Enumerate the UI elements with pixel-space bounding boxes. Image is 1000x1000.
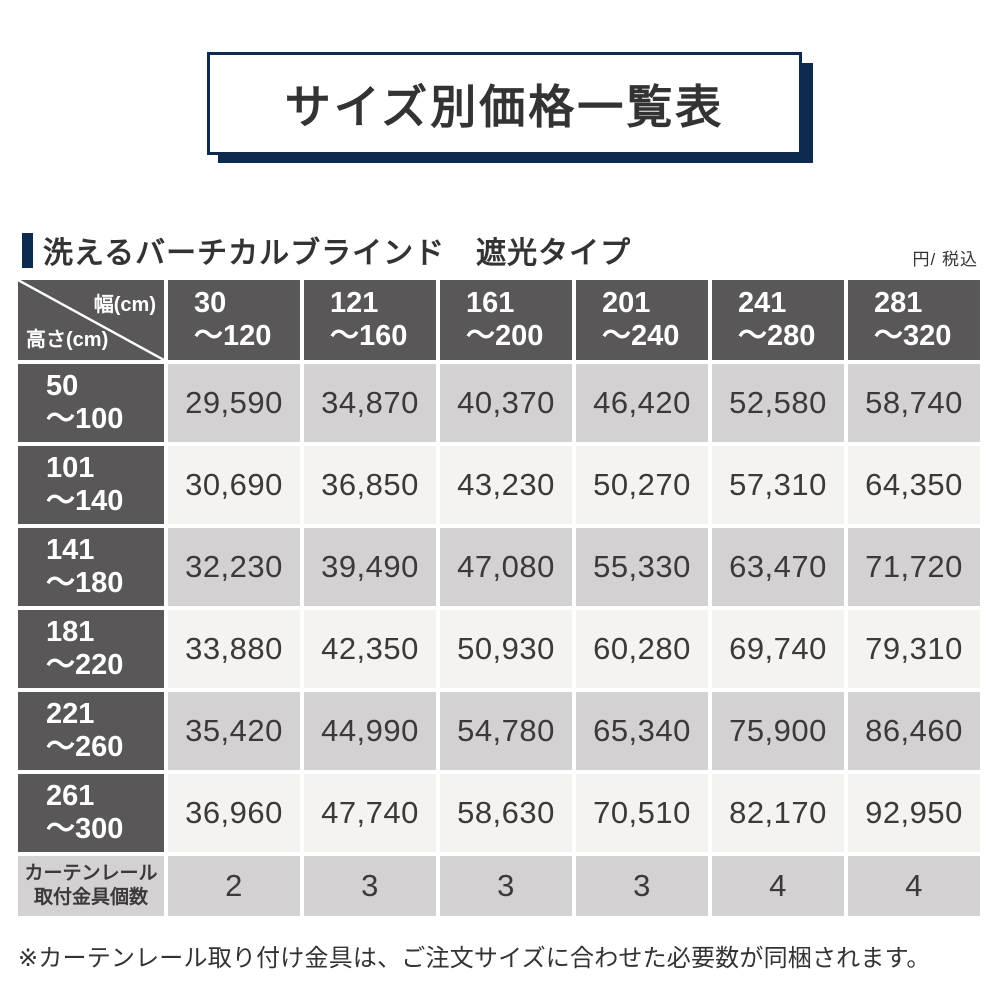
price-cell: 65,340 xyxy=(576,692,708,770)
bracket-row-label: カーテンレール 取付金具個数 xyxy=(18,856,164,916)
bracket-count-cell: 3 xyxy=(576,856,708,916)
col-header-line1: 161 xyxy=(466,286,515,319)
width-axis-label: 幅(cm) xyxy=(93,294,156,316)
price-cell: 42,350 xyxy=(304,610,436,688)
row-header-141-180: 141 〜180 xyxy=(18,528,164,606)
accent-bar xyxy=(22,232,33,268)
price-cell: 75,900 xyxy=(712,692,844,770)
col-header-line2: 〜120 xyxy=(194,320,272,352)
bracket-label-line2: 取付金具個数 xyxy=(33,887,148,908)
row-header-line1: 101 xyxy=(46,451,95,484)
price-cell: 52,580 xyxy=(712,364,844,442)
row-header-181-220: 181 〜220 xyxy=(18,610,164,688)
col-header-30-120: 30 〜120 xyxy=(168,280,300,360)
tax-note: 円/ 税込 xyxy=(912,250,978,269)
price-cell: 57,310 xyxy=(712,446,844,524)
price-cell: 63,470 xyxy=(712,528,844,606)
price-cell: 64,350 xyxy=(848,446,980,524)
col-header-201-240: 201 〜240 xyxy=(576,280,708,360)
price-cell: 71,720 xyxy=(848,528,980,606)
price-cell: 58,740 xyxy=(848,364,980,442)
col-header-241-280: 241 〜280 xyxy=(712,280,844,360)
price-cell: 39,490 xyxy=(304,528,436,606)
subtitle-left: 洗えるバーチカルブラインド 遮光タイプ xyxy=(22,228,631,272)
col-header-281-320: 281 〜320 xyxy=(848,280,980,360)
price-cell: 79,310 xyxy=(848,610,980,688)
row-header-261-300: 261 〜300 xyxy=(18,774,164,852)
price-cell: 50,930 xyxy=(440,610,572,688)
price-cell: 36,850 xyxy=(304,446,436,524)
row-header-line2: 〜140 xyxy=(46,485,124,517)
col-header-line2: 〜320 xyxy=(874,320,952,352)
bracket-count-cell: 2 xyxy=(168,856,300,916)
price-cell: 69,740 xyxy=(712,610,844,688)
col-header-line1: 30 xyxy=(194,286,227,319)
row-header-line2: 〜220 xyxy=(46,649,124,681)
price-cell: 34,870 xyxy=(304,364,436,442)
diagonal-line-icon xyxy=(18,280,164,360)
col-header-line2: 〜200 xyxy=(466,320,544,352)
row-header-221-260: 221 〜260 xyxy=(18,692,164,770)
price-cell: 70,510 xyxy=(576,774,708,852)
price-cell: 50,270 xyxy=(576,446,708,524)
subtitle-row: 洗えるバーチカルブラインド 遮光タイプ 円/ 税込 xyxy=(22,228,978,272)
row-header-line1: 50 xyxy=(46,369,79,402)
row-header-line1: 141 xyxy=(46,533,95,566)
bracket-count-cell: 4 xyxy=(848,856,980,916)
bracket-count-cell: 3 xyxy=(304,856,436,916)
price-cell: 58,630 xyxy=(440,774,572,852)
row-header-line1: 261 xyxy=(46,779,95,812)
price-cell: 47,080 xyxy=(440,528,572,606)
price-cell: 29,590 xyxy=(168,364,300,442)
corner-cell: 幅(cm) 高さ(cm) xyxy=(18,280,164,360)
col-header-line2: 〜160 xyxy=(330,320,408,352)
row-header-line1: 221 xyxy=(46,697,95,730)
price-cell: 55,330 xyxy=(576,528,708,606)
bracket-count-cell: 4 xyxy=(712,856,844,916)
col-header-line2: 〜240 xyxy=(602,320,680,352)
title-banner-box: サイズ別価格一覧表 xyxy=(207,52,802,155)
price-cell: 35,420 xyxy=(168,692,300,770)
price-cell: 92,950 xyxy=(848,774,980,852)
height-axis-label: 高さ(cm) xyxy=(26,329,109,351)
price-cell: 32,230 xyxy=(168,528,300,606)
col-header-line1: 241 xyxy=(738,286,787,319)
bracket-label-line1: カーテンレール xyxy=(24,863,158,885)
price-cell: 82,170 xyxy=(712,774,844,852)
col-header-121-160: 121 〜160 xyxy=(304,280,436,360)
footnote: ※カーテンレール取り付け金具は、ご注文サイズに合わせた必要数が同梱されます。 xyxy=(18,945,931,972)
row-header-line2: 〜100 xyxy=(46,403,124,435)
price-cell: 47,740 xyxy=(304,774,436,852)
row-header-line2: 〜300 xyxy=(46,813,124,845)
price-cell: 33,880 xyxy=(168,610,300,688)
row-header-101-140: 101 〜140 xyxy=(18,446,164,524)
title-banner: サイズ別価格一覧表 xyxy=(207,52,813,163)
product-name: 洗えるバーチカルブラインド 遮光タイプ xyxy=(43,237,632,270)
price-cell: 30,690 xyxy=(168,446,300,524)
page-title: サイズ別価格一覧表 xyxy=(284,80,725,133)
row-header-line2: 〜180 xyxy=(46,567,124,599)
col-header-line1: 121 xyxy=(330,286,379,319)
row-header-line1: 181 xyxy=(46,615,95,648)
price-cell: 60,280 xyxy=(576,610,708,688)
price-cell: 46,420 xyxy=(576,364,708,442)
col-header-161-200: 161 〜200 xyxy=(440,280,572,360)
price-cell: 86,460 xyxy=(848,692,980,770)
price-cell: 36,960 xyxy=(168,774,300,852)
price-cell: 40,370 xyxy=(440,364,572,442)
row-header-50-100: 50 〜100 xyxy=(18,364,164,442)
col-header-line2: 〜280 xyxy=(738,320,816,352)
col-header-line1: 281 xyxy=(874,286,923,319)
price-cell: 44,990 xyxy=(304,692,436,770)
row-header-line2: 〜260 xyxy=(46,731,124,763)
col-header-line1: 201 xyxy=(602,286,651,319)
price-table: 幅(cm) 高さ(cm) 30 〜120 121 〜160 161 〜200 2… xyxy=(18,280,980,916)
price-cell: 54,780 xyxy=(440,692,572,770)
price-cell: 43,230 xyxy=(440,446,572,524)
bracket-count-cell: 3 xyxy=(440,856,572,916)
